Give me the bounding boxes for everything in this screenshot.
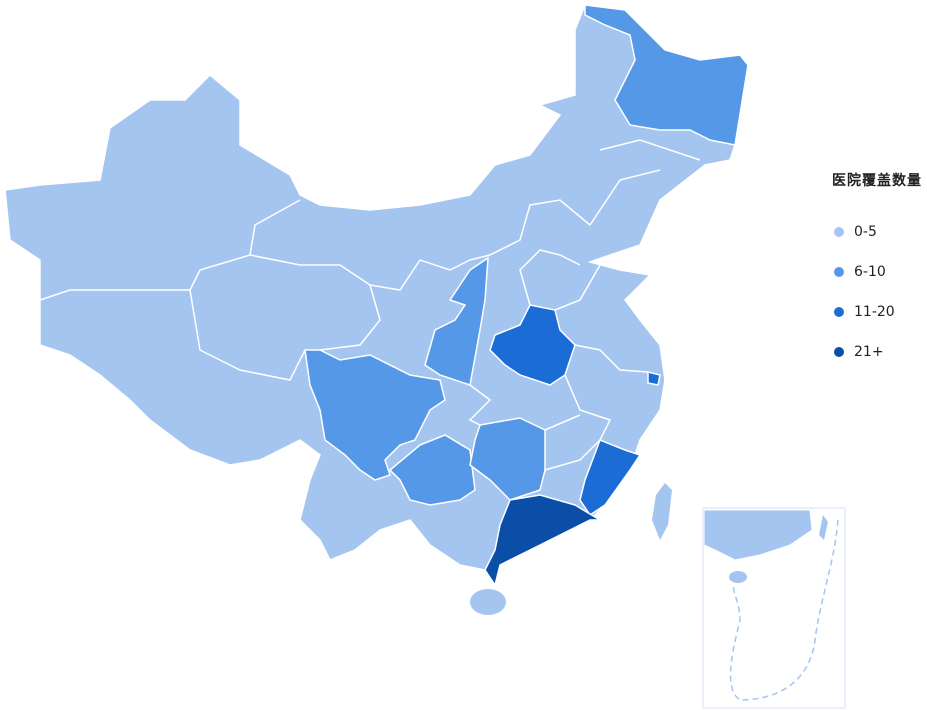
province-borders xyxy=(39,99,701,471)
legend-label: 6-10 xyxy=(854,264,886,280)
province-region[interactable] xyxy=(424,256,489,386)
province-region[interactable] xyxy=(304,349,446,481)
china-base-region xyxy=(4,4,749,587)
legend-title: 医院覆盖数量 xyxy=(832,173,922,189)
legend-label: 21+ xyxy=(854,344,884,360)
legend-label: 0-5 xyxy=(854,224,877,240)
legend-label: 11-20 xyxy=(854,304,895,320)
south-china-sea-inset xyxy=(702,507,846,709)
legend: 医院覆盖数量 0-5 6-10 11-20 21+ xyxy=(832,170,922,372)
legend-item-6-10[interactable]: 6-10 xyxy=(832,252,922,292)
legend-dot-icon xyxy=(834,347,844,357)
province-region[interactable] xyxy=(584,4,749,146)
province-region[interactable] xyxy=(388,434,476,506)
hainan-region xyxy=(470,589,506,615)
legend-item-0-5[interactable]: 0-5 xyxy=(832,212,922,252)
province-region[interactable] xyxy=(489,304,576,386)
legend-item-21-plus[interactable]: 21+ xyxy=(832,332,922,372)
province-region[interactable] xyxy=(469,417,546,501)
province-region[interactable] xyxy=(484,494,603,587)
province-region[interactable] xyxy=(647,371,661,386)
legend-item-11-20[interactable]: 11-20 xyxy=(832,292,922,332)
province-region[interactable] xyxy=(579,439,642,517)
legend-dot-icon xyxy=(834,307,844,317)
taiwan-region xyxy=(652,483,672,540)
legend-dot-icon xyxy=(834,267,844,277)
legend-dot-icon xyxy=(834,227,844,237)
